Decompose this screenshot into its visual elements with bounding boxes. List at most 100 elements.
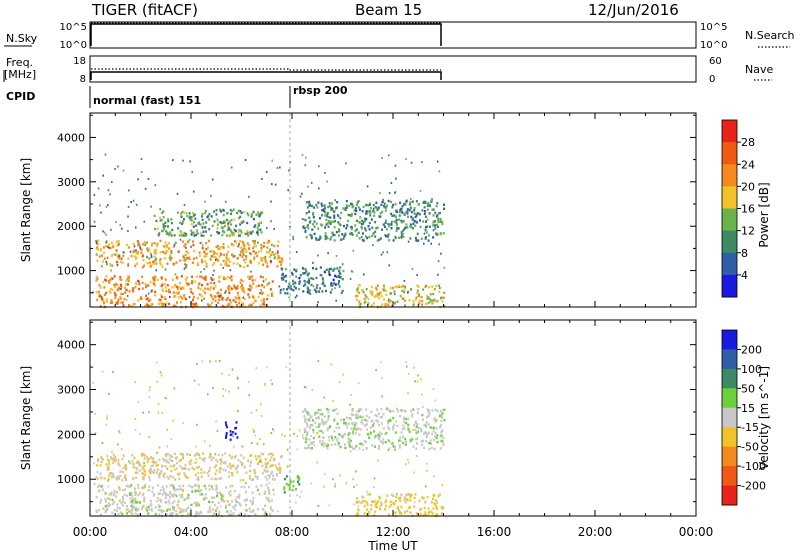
echo-cell (358, 300, 361, 303)
velocity-ylabel: Slant Range [km] (19, 366, 33, 470)
echo-cell (213, 466, 216, 469)
echo-cell (135, 262, 138, 265)
echo-cell (304, 218, 307, 222)
echo-cell (435, 205, 438, 208)
echo-cell (142, 477, 145, 481)
echo-cell (253, 217, 255, 221)
echo-cell (282, 278, 285, 281)
echo-cell (128, 290, 131, 293)
echo-cell (414, 236, 417, 240)
echo-cell (424, 201, 427, 205)
echo-cell (363, 499, 366, 503)
echo-cell (197, 477, 200, 480)
echo-cell (240, 278, 243, 281)
echo-cell (195, 445, 197, 448)
echo-cell (431, 200, 434, 203)
echo-cell (355, 234, 358, 237)
echo-cell (354, 422, 357, 425)
echo-cell (266, 366, 268, 369)
echo-cell (225, 486, 228, 489)
echo-cell (279, 456, 282, 459)
echo-cell (417, 212, 420, 215)
echo-cell (244, 159, 247, 161)
echo-cell (436, 232, 439, 236)
echo-cell (245, 490, 247, 494)
echo-cell (231, 500, 234, 503)
echo-cell (328, 439, 331, 442)
echo-cell (239, 512, 242, 515)
velocity-colorbar-label: Velocity [m s^-1] (757, 366, 771, 470)
echo-cell (262, 280, 265, 283)
echo-cell (138, 461, 141, 464)
echo-cell (432, 208, 435, 211)
echo-cell (111, 491, 113, 494)
echo-cell (443, 207, 445, 210)
echo-cell (398, 446, 401, 449)
echo-cell (215, 257, 218, 261)
echo-cell (146, 247, 149, 250)
echo-cell (345, 204, 348, 207)
echo-cell (209, 293, 212, 297)
echo-cell (294, 287, 297, 290)
echo-cell (371, 292, 374, 295)
echo-cell (358, 408, 361, 411)
echo-cell (239, 504, 242, 507)
echo-cell (364, 424, 367, 427)
echo-cell (161, 493, 164, 496)
echo-cell (428, 286, 431, 289)
echo-cell (149, 499, 152, 503)
echo-cell (126, 294, 129, 297)
echo-cell (441, 484, 443, 487)
x-tick-label: 04:00 (174, 525, 209, 539)
echo-cell (263, 241, 266, 245)
echo-cell (276, 265, 279, 268)
echo-cell (181, 493, 184, 497)
echo-cell (412, 408, 415, 411)
echo-cell (376, 420, 379, 423)
echo-cell (338, 269, 341, 272)
echo-cell (198, 504, 201, 507)
echo-cell (416, 274, 418, 277)
echo-cell (102, 260, 105, 263)
echo-cell (164, 297, 167, 301)
echo-cell (346, 223, 349, 227)
echo-cell (226, 234, 229, 237)
echo-cell (166, 250, 169, 253)
echo-cell (160, 294, 163, 297)
echo-cell (266, 470, 269, 473)
echo-cell (225, 423, 228, 427)
echo-cell (200, 475, 203, 478)
echo-cell (371, 304, 374, 308)
echo-cell (110, 254, 113, 258)
echo-cell (218, 280, 221, 283)
echo-cell (367, 493, 370, 496)
echo-cell (179, 295, 182, 298)
echo-cell (105, 233, 107, 236)
echo-cell (368, 228, 371, 231)
echo-cell (391, 442, 394, 445)
echo-cell (221, 498, 224, 501)
echo-cell (147, 249, 150, 252)
echo-cell (332, 399, 334, 402)
echo-cell (225, 298, 228, 301)
echo-cell (159, 498, 162, 502)
echo-cell (154, 252, 157, 255)
echo-cell (134, 512, 137, 515)
echo-cell (204, 487, 207, 490)
echo-cell (282, 288, 285, 291)
echo-cell (272, 474, 275, 478)
echo-cell (388, 192, 391, 194)
echo-cell (130, 484, 133, 487)
echo-cell (256, 442, 259, 445)
echo-cell (177, 227, 180, 230)
colorbar-tick-label: -200 (741, 480, 766, 493)
echo-cell (231, 368, 234, 371)
echo-cell (240, 246, 243, 249)
echo-cell (164, 465, 167, 468)
echo-cell (218, 231, 221, 235)
x-tick-label: 12:00 (376, 525, 411, 539)
echo-cell (249, 304, 251, 307)
echo-cell (120, 278, 123, 281)
echo-cell (405, 421, 408, 425)
echo-cell (158, 232, 161, 235)
